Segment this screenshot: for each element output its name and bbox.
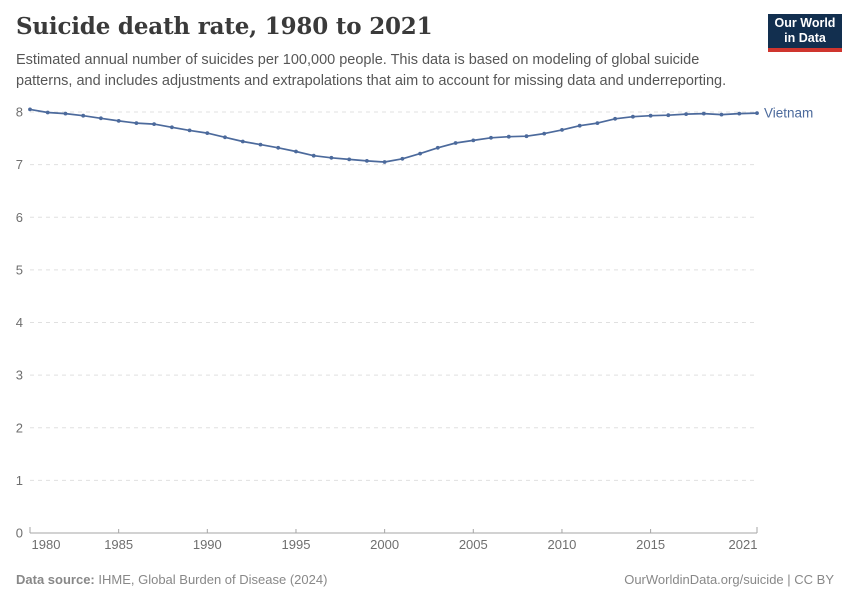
data-source-text: IHME, Global Burden of Disease (2024): [94, 572, 328, 587]
data-source-label: Data source:: [16, 572, 95, 587]
x-tick-label: 2000: [370, 537, 399, 552]
data-point[interactable]: [489, 135, 493, 140]
data-point[interactable]: [524, 134, 529, 139]
x-tick-label: 1985: [104, 537, 133, 552]
data-point[interactable]: [684, 112, 688, 116]
x-tick-label: 2015: [636, 537, 665, 552]
trend-line[interactable]: [29, 108, 758, 163]
data-point[interactable]: [737, 111, 742, 116]
data-point[interactable]: [134, 121, 139, 125]
data-point[interactable]: [719, 112, 724, 117]
data-point[interactable]: [187, 128, 192, 133]
data-point[interactable]: [595, 121, 600, 125]
chart-footer: Data source: IHME, Global Burden of Dise…: [16, 572, 834, 587]
data-point[interactable]: [577, 123, 582, 128]
y-tick-label: 1: [16, 473, 23, 488]
data-point[interactable]: [400, 156, 405, 161]
data-point[interactable]: [382, 160, 387, 164]
data-point[interactable]: [258, 142, 263, 147]
data-point[interactable]: [365, 159, 369, 163]
data-point[interactable]: [170, 125, 174, 130]
x-tick-label: 2005: [459, 537, 488, 552]
y-tick-label: 4: [16, 315, 23, 330]
series-label-vietnam[interactable]: Vietnam: [764, 106, 813, 121]
y-tick-label: 6: [16, 210, 23, 225]
data-point[interactable]: [63, 111, 68, 116]
data-point[interactable]: [116, 119, 121, 123]
data-point[interactable]: [223, 135, 227, 140]
data-point[interactable]: [435, 145, 440, 150]
data-point[interactable]: [755, 111, 759, 115]
data-point[interactable]: [347, 157, 352, 162]
x-tick-label: 2021: [729, 537, 758, 552]
y-tick-label: 3: [16, 368, 23, 383]
data-point[interactable]: [542, 131, 547, 136]
data-point[interactable]: [81, 113, 86, 118]
owid-logo[interactable]: Our World in Data: [768, 14, 842, 52]
data-point[interactable]: [701, 111, 706, 116]
chart-header: Suicide death rate, 1980 to 2021 Estimat…: [16, 13, 756, 92]
owid-logo-line1: Our World: [774, 16, 836, 30]
data-point[interactable]: [453, 141, 458, 145]
data-point[interactable]: [28, 107, 32, 112]
y-tick-label: 7: [16, 157, 23, 172]
x-tick-label: 2010: [547, 537, 576, 552]
x-tick-label: 1980: [32, 537, 61, 552]
data-point[interactable]: [99, 116, 103, 121]
data-point[interactable]: [45, 110, 50, 115]
data-point[interactable]: [631, 114, 635, 119]
license-link[interactable]: OurWorldinData.org/suicide | CC BY: [624, 572, 834, 587]
data-point[interactable]: [205, 131, 210, 136]
data-source-note: Data source: IHME, Global Burden of Dise…: [16, 572, 327, 587]
data-point[interactable]: [648, 113, 653, 118]
x-tick-label: 1995: [282, 537, 311, 552]
data-point[interactable]: [152, 122, 157, 126]
data-point[interactable]: [329, 155, 334, 160]
data-point[interactable]: [471, 138, 476, 143]
x-tick-label: 1990: [193, 537, 222, 552]
data-point[interactable]: [294, 149, 298, 154]
y-tick-label: 0: [16, 526, 23, 541]
data-point[interactable]: [560, 127, 564, 132]
data-point[interactable]: [311, 153, 316, 158]
data-point[interactable]: [613, 116, 617, 121]
y-tick-label: 2: [16, 420, 23, 435]
data-point[interactable]: [276, 145, 281, 150]
data-point[interactable]: [666, 113, 671, 118]
data-point[interactable]: [418, 151, 422, 156]
y-tick-label: 5: [16, 262, 23, 277]
data-point[interactable]: [506, 134, 511, 139]
chart-title: Suicide death rate, 1980 to 2021: [16, 13, 433, 40]
data-point[interactable]: [240, 139, 245, 144]
y-tick-label: 8: [16, 105, 23, 120]
owid-logo-line2: in Data: [784, 31, 826, 45]
chart-subtitle: Estimated annual number of suicides per …: [16, 52, 727, 90]
